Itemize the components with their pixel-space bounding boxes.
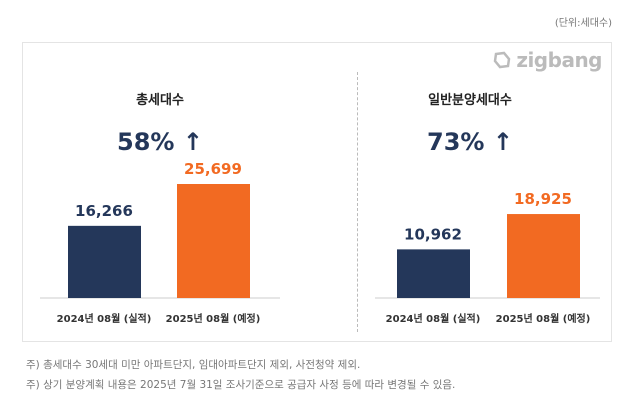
zigbang-logo-icon xyxy=(493,51,511,69)
data-label: 18,925 xyxy=(514,190,572,208)
chart-title: 일반분양세대수 xyxy=(428,92,512,108)
data-label: 25,699 xyxy=(184,160,242,178)
footnotes: 주) 총세대수 30세대 미만 아파트단지, 임대아파트단지 제외, 사전청약 … xyxy=(26,355,455,395)
tick-label: 2024년 08월 (실적) xyxy=(57,312,152,325)
panel-divider xyxy=(357,72,358,332)
bar xyxy=(177,184,250,298)
logo-text: zigbang xyxy=(516,48,602,72)
tick-label: 2025년 08월 (예정) xyxy=(496,312,591,325)
tick-label: 2024년 08월 (실적) xyxy=(386,312,481,325)
zigbang-logo: zigbang xyxy=(492,48,602,72)
change-label: 58% ↑ xyxy=(117,128,203,156)
footnote: 주) 총세대수 30세대 미만 아파트단지, 임대아파트단지 제외, 사전청약 … xyxy=(26,359,361,371)
data-label: 10,962 xyxy=(404,225,462,243)
bar xyxy=(507,214,580,298)
bar xyxy=(68,225,141,298)
chart-frame xyxy=(22,42,612,342)
chart-title: 총세대수 xyxy=(136,92,184,108)
unit-label: (단위:세대수) xyxy=(554,18,612,29)
footnote: 주) 상기 분양계획 내용은 2025년 7월 31일 조사기준으로 공급자 사… xyxy=(26,379,456,391)
tick-label: 2025년 08월 (예정) xyxy=(166,312,261,325)
change-label: 73% ↑ xyxy=(427,128,513,156)
data-label: 16,266 xyxy=(75,202,133,220)
bar xyxy=(397,249,470,298)
